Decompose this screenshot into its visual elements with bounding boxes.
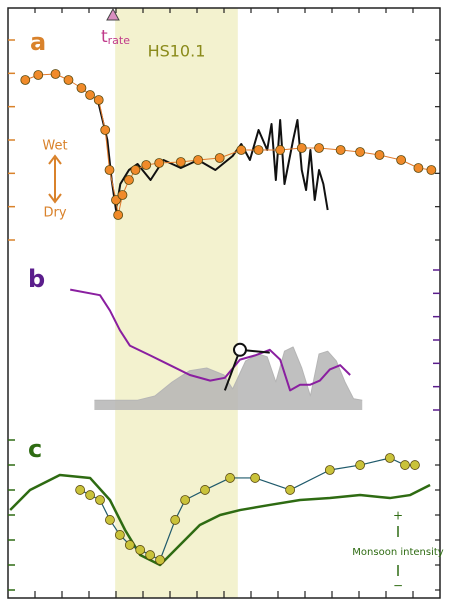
data-point <box>232 342 247 357</box>
data-point <box>175 157 186 167</box>
data-point <box>413 163 424 173</box>
panel-label: b <box>28 265 45 293</box>
monsoon-plus: + <box>393 509 403 523</box>
data-point <box>113 210 124 220</box>
series-line <box>94 346 363 401</box>
data-point <box>95 495 105 505</box>
data-point <box>63 75 74 85</box>
data-point <box>75 485 86 495</box>
data-point <box>180 495 191 505</box>
data-point <box>114 530 125 540</box>
series-line <box>70 288 351 392</box>
data-point <box>141 160 152 170</box>
data-point <box>285 485 295 495</box>
data-point <box>105 515 115 525</box>
data-point <box>384 453 395 463</box>
trate-t: t <box>101 27 108 47</box>
data-point <box>85 90 95 100</box>
data-point <box>155 555 165 565</box>
data-point <box>124 540 135 550</box>
data-point <box>200 485 210 495</box>
data-point <box>426 165 437 175</box>
data-point <box>33 70 44 80</box>
data-point <box>130 165 141 175</box>
area-fill <box>94 347 363 410</box>
data-point <box>374 150 385 160</box>
data-point <box>145 550 156 560</box>
shade-band <box>115 8 238 598</box>
data-point <box>324 465 335 475</box>
data-point <box>193 155 203 165</box>
data-point <box>400 460 410 470</box>
monsoon-minus: − <box>393 579 403 593</box>
panel-label: a <box>30 28 46 56</box>
data-point <box>100 125 111 135</box>
data-point <box>111 195 121 205</box>
data-point <box>314 143 324 153</box>
trate-marker <box>106 7 120 21</box>
data-point <box>76 83 87 93</box>
data-point <box>85 490 95 500</box>
data-point <box>225 473 235 483</box>
data-point <box>396 155 407 165</box>
data-point <box>355 147 365 157</box>
data-point <box>355 460 365 470</box>
data-point <box>170 515 181 525</box>
trate-sub: rate <box>108 34 131 47</box>
data-point <box>335 145 346 155</box>
data-point <box>20 75 31 85</box>
data-point <box>104 165 115 175</box>
data-point <box>50 69 61 79</box>
panel-label: c <box>28 435 42 463</box>
data-point <box>117 190 128 200</box>
dry-label: Dry <box>43 206 66 221</box>
trate-label: trate <box>101 27 130 47</box>
data-point <box>154 158 165 168</box>
data-point <box>236 145 247 155</box>
data-point <box>124 175 134 185</box>
data-point <box>410 460 420 470</box>
data-point <box>275 145 286 155</box>
data-point <box>135 545 146 555</box>
series-line <box>9 473 431 567</box>
arrow-head <box>48 154 62 204</box>
monsoon-label: Monsoon intensity <box>352 547 443 558</box>
data-point <box>253 145 264 155</box>
data-point <box>296 143 307 153</box>
data-point <box>93 95 104 105</box>
series-line <box>97 103 329 211</box>
wet-label: Wet <box>42 139 67 154</box>
shade-label: HS10.1 <box>148 42 206 61</box>
data-point <box>214 153 225 163</box>
data-point <box>250 473 261 483</box>
